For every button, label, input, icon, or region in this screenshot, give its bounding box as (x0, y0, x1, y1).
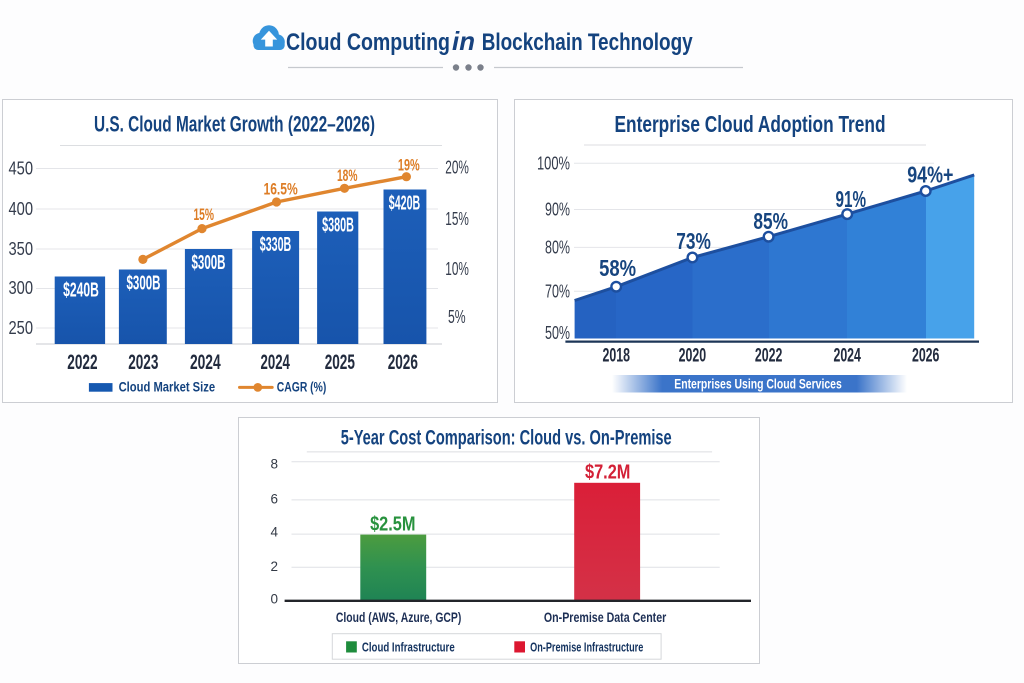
svg-text:90%: 90% (545, 200, 570, 220)
svg-text:2026: 2026 (388, 351, 418, 374)
svg-text:400: 400 (9, 199, 34, 219)
svg-text:2025: 2025 (325, 351, 355, 374)
svg-text:$330B: $330B (260, 234, 292, 256)
svg-text:2026: 2026 (912, 346, 940, 367)
svg-text:19%: 19% (398, 157, 420, 175)
svg-text:in: in (452, 26, 475, 56)
svg-text:0: 0 (270, 592, 278, 607)
svg-text:94%+: 94%+ (907, 162, 953, 188)
svg-text:10%: 10% (445, 259, 469, 279)
svg-text:5%: 5% (448, 307, 466, 327)
svg-text:$420B: $420B (389, 193, 420, 215)
svg-text:$300B: $300B (192, 252, 226, 274)
svg-text:4: 4 (270, 525, 278, 540)
svg-text:$300B: $300B (127, 273, 161, 295)
svg-text:70%: 70% (545, 281, 570, 301)
svg-text:Enterprise Cloud Adoption Tren: Enterprise Cloud Adoption Trend (615, 111, 886, 137)
svg-text:16.5%: 16.5% (264, 180, 298, 198)
svg-text:Cloud (AWS, Azure, GCP): Cloud (AWS, Azure, GCP) (336, 609, 461, 625)
svg-text:300: 300 (9, 278, 34, 298)
svg-text:2024: 2024 (190, 351, 221, 374)
svg-text:U.S. Cloud Market Growth (2022: U.S. Cloud Market Growth (2022–2026) (94, 112, 375, 137)
svg-text:2024: 2024 (833, 346, 861, 367)
svg-text:80%: 80% (545, 237, 570, 257)
svg-text:2018: 2018 (603, 346, 631, 367)
svg-text:5-Year Cost Comparison: Cloud: 5-Year Cost Comparison: Cloud vs. On-Pre… (341, 427, 672, 450)
svg-text:15%: 15% (193, 206, 214, 224)
svg-text:18%: 18% (337, 167, 358, 185)
svg-text:2: 2 (270, 559, 278, 574)
svg-text:CAGR (%): CAGR (%) (277, 380, 327, 395)
svg-text:15%: 15% (445, 209, 469, 229)
svg-text:Blockchain Technology: Blockchain Technology (482, 29, 693, 56)
svg-text:350: 350 (9, 239, 34, 259)
svg-text:Cloud Computing: Cloud Computing (286, 29, 450, 56)
svg-text:58%: 58% (599, 255, 636, 281)
svg-text:73%: 73% (676, 228, 711, 254)
svg-text:On-Premise Data Center: On-Premise Data Center (544, 609, 667, 625)
svg-text:On-Premise Infrastructure: On-Premise Infrastructure (530, 640, 643, 655)
svg-text:100%: 100% (537, 153, 570, 173)
svg-text:2024: 2024 (261, 351, 291, 374)
svg-text:$7.2M: $7.2M (585, 460, 630, 483)
svg-text:2022: 2022 (755, 346, 783, 367)
svg-text:250: 250 (9, 318, 34, 338)
svg-text:6: 6 (270, 492, 278, 507)
svg-text:$2.5M: $2.5M (370, 513, 415, 536)
svg-text:Cloud Infrastructure: Cloud Infrastructure (362, 640, 455, 655)
svg-text:2023: 2023 (128, 351, 158, 374)
svg-text:20%: 20% (445, 158, 469, 178)
svg-text:85%: 85% (753, 208, 788, 234)
svg-text:2020: 2020 (679, 346, 707, 367)
svg-text:2022: 2022 (67, 351, 97, 374)
svg-text:450: 450 (9, 159, 34, 179)
svg-text:$240B: $240B (63, 280, 99, 302)
svg-text:$380B: $380B (322, 215, 354, 237)
svg-text:Enterprises Using Cloud Servic: Enterprises Using Cloud Services (674, 376, 842, 392)
svg-text:91%: 91% (836, 186, 867, 212)
svg-text:50%: 50% (545, 323, 570, 343)
svg-text:Cloud Market Size: Cloud Market Size (119, 380, 216, 395)
svg-text:8: 8 (270, 456, 278, 471)
